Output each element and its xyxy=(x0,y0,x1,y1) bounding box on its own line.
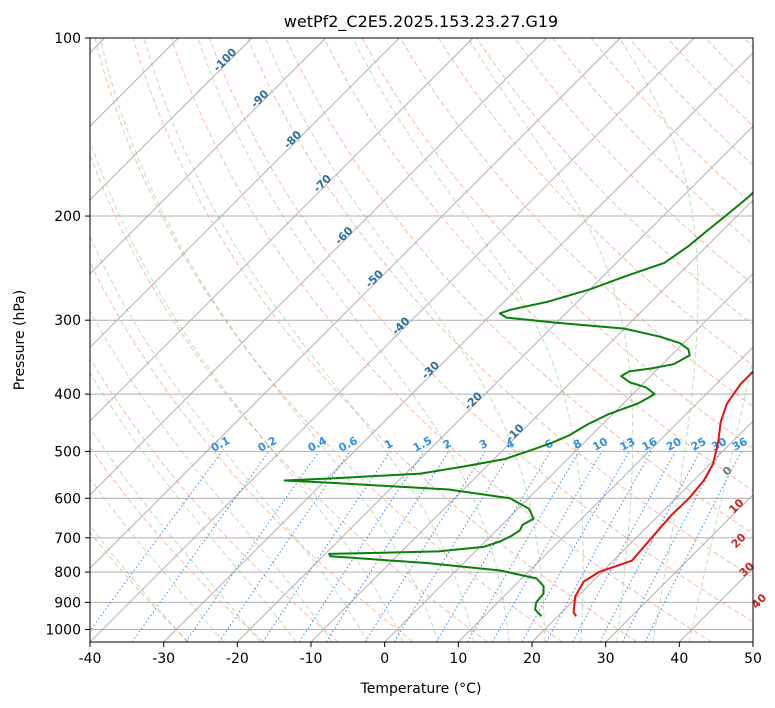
moist-adiabat-line xyxy=(90,477,225,642)
x-tick-label: -30 xyxy=(152,651,175,667)
dry-adiabat-line xyxy=(361,38,753,449)
dry-adiabat-line xyxy=(247,38,753,578)
dry-adiabat-line xyxy=(590,38,753,206)
y-tick-label: 1000 xyxy=(45,622,81,638)
y-tick-label: 900 xyxy=(54,595,81,611)
moist-adiabat-line xyxy=(90,427,261,642)
dry-adiabat-line xyxy=(170,38,712,642)
isotherm-line xyxy=(457,346,753,642)
mixing-ratio-label: 16 xyxy=(640,435,660,454)
x-tick-label: 10 xyxy=(449,651,467,667)
y-tick-label: 800 xyxy=(54,565,81,581)
mixing-ratio-line xyxy=(131,451,270,642)
moist-adiabat-line xyxy=(99,38,439,642)
x-tick-label: 20 xyxy=(523,651,541,667)
mixing-ratio-line xyxy=(364,451,486,642)
moist-adiabat-line xyxy=(688,356,753,642)
moist-adiabat-line xyxy=(265,38,546,642)
mixing-ratio-line xyxy=(572,451,676,642)
y-tick-label: 300 xyxy=(54,313,81,329)
mixing-ratio-line xyxy=(325,451,450,642)
mixing-ratio-label: 20 xyxy=(664,435,684,454)
isotherm-line xyxy=(90,38,548,496)
isotherm-line xyxy=(90,38,327,275)
dry-adiabat-line xyxy=(90,153,488,642)
dewpoint-line xyxy=(283,191,753,617)
isotherm-line xyxy=(90,38,695,642)
dry-adiabat-line xyxy=(552,38,753,245)
moist-adiabat-line xyxy=(619,38,699,642)
x-tick-label: -20 xyxy=(226,651,249,667)
mixing-ratio-label: 25 xyxy=(689,435,709,454)
temperature-line xyxy=(572,370,753,617)
y-tick-label: 700 xyxy=(54,531,81,547)
chart-title: wetPf2_C2E5.2025.153.23.27.G19 xyxy=(284,12,558,32)
x-tick-label: 30 xyxy=(597,651,615,667)
x-tick-label: 0 xyxy=(380,651,389,667)
mixing-ratio-line xyxy=(545,451,652,642)
isotherm-line xyxy=(90,38,474,422)
y-tick-label: 100 xyxy=(54,31,81,47)
x-tick-label: 50 xyxy=(744,651,762,667)
moist-adiabat-line xyxy=(90,235,369,642)
mixing-ratio-line xyxy=(467,451,580,642)
dry-adiabat-line xyxy=(285,38,753,535)
y-axis-label: Pressure (hPa) xyxy=(12,290,28,390)
mixing-ratio-line xyxy=(393,451,513,642)
dry-adiabat-line xyxy=(437,38,753,366)
mixing-ratio-line xyxy=(521,451,630,642)
profile-lines xyxy=(283,191,753,617)
dry-adiabat-line xyxy=(323,38,753,492)
y-tick-label: 200 xyxy=(54,209,81,225)
dry-adiabat-line xyxy=(476,38,753,326)
mixing-ratio-line xyxy=(491,451,603,642)
x-axis-label: Temperature (°C) xyxy=(360,681,482,697)
x-tick-label: -40 xyxy=(79,651,102,667)
axes: -40 -30 -20 -10 0 10 20 30 40 50 100 200 300 400 500 60… xyxy=(45,31,762,667)
isotherm-line xyxy=(90,38,253,201)
dry-adiabat-line xyxy=(399,38,753,408)
dry-adiabat-line xyxy=(90,357,339,642)
dry-adiabat-line xyxy=(90,261,414,642)
mixing-ratio-line xyxy=(435,451,552,642)
dry-adiabat-line xyxy=(94,38,563,642)
isotherm-line xyxy=(163,52,753,642)
mixing-ratio-label: 36 xyxy=(730,435,750,454)
mixing-ratio-label: 30 xyxy=(709,435,729,454)
y-tick-label: 500 xyxy=(54,444,81,460)
moist-adiabat-line xyxy=(90,309,333,642)
mixing-ratio-label: 10 xyxy=(590,435,610,454)
isotherm-line xyxy=(90,38,621,569)
isotherm-line xyxy=(605,494,753,642)
mixing-ratio-line xyxy=(90,451,223,632)
isotherm-line xyxy=(90,38,400,348)
isotherm-line xyxy=(236,125,753,642)
dry-adiabat-line xyxy=(90,531,190,642)
x-tick-label: -10 xyxy=(300,651,323,667)
y-tick-label: 600 xyxy=(54,491,81,507)
moist-adiabat-line xyxy=(352,38,584,642)
y-tick-label: 400 xyxy=(54,387,81,403)
plot-frame xyxy=(89,37,754,643)
x-tick-label: 40 xyxy=(670,651,688,667)
mixing-ratio-label: 13 xyxy=(618,435,638,454)
moist-adiabat-line xyxy=(90,139,404,642)
moist-adiabat-line xyxy=(197,38,510,642)
isotherm-line xyxy=(384,273,753,642)
isotherm-line xyxy=(531,420,753,642)
dry-adiabat-line xyxy=(209,38,753,623)
